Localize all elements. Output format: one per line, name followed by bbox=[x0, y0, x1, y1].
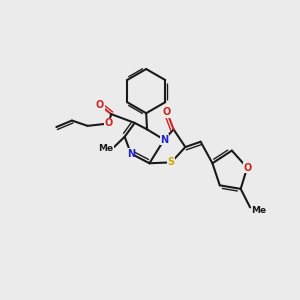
Text: O: O bbox=[163, 107, 171, 117]
Text: Me: Me bbox=[251, 206, 266, 215]
Text: O: O bbox=[105, 118, 113, 128]
Text: N: N bbox=[160, 135, 168, 145]
Text: N: N bbox=[127, 148, 135, 158]
Text: S: S bbox=[168, 158, 175, 167]
Text: O: O bbox=[243, 163, 251, 173]
Text: Me: Me bbox=[98, 144, 113, 153]
Text: O: O bbox=[96, 100, 104, 110]
